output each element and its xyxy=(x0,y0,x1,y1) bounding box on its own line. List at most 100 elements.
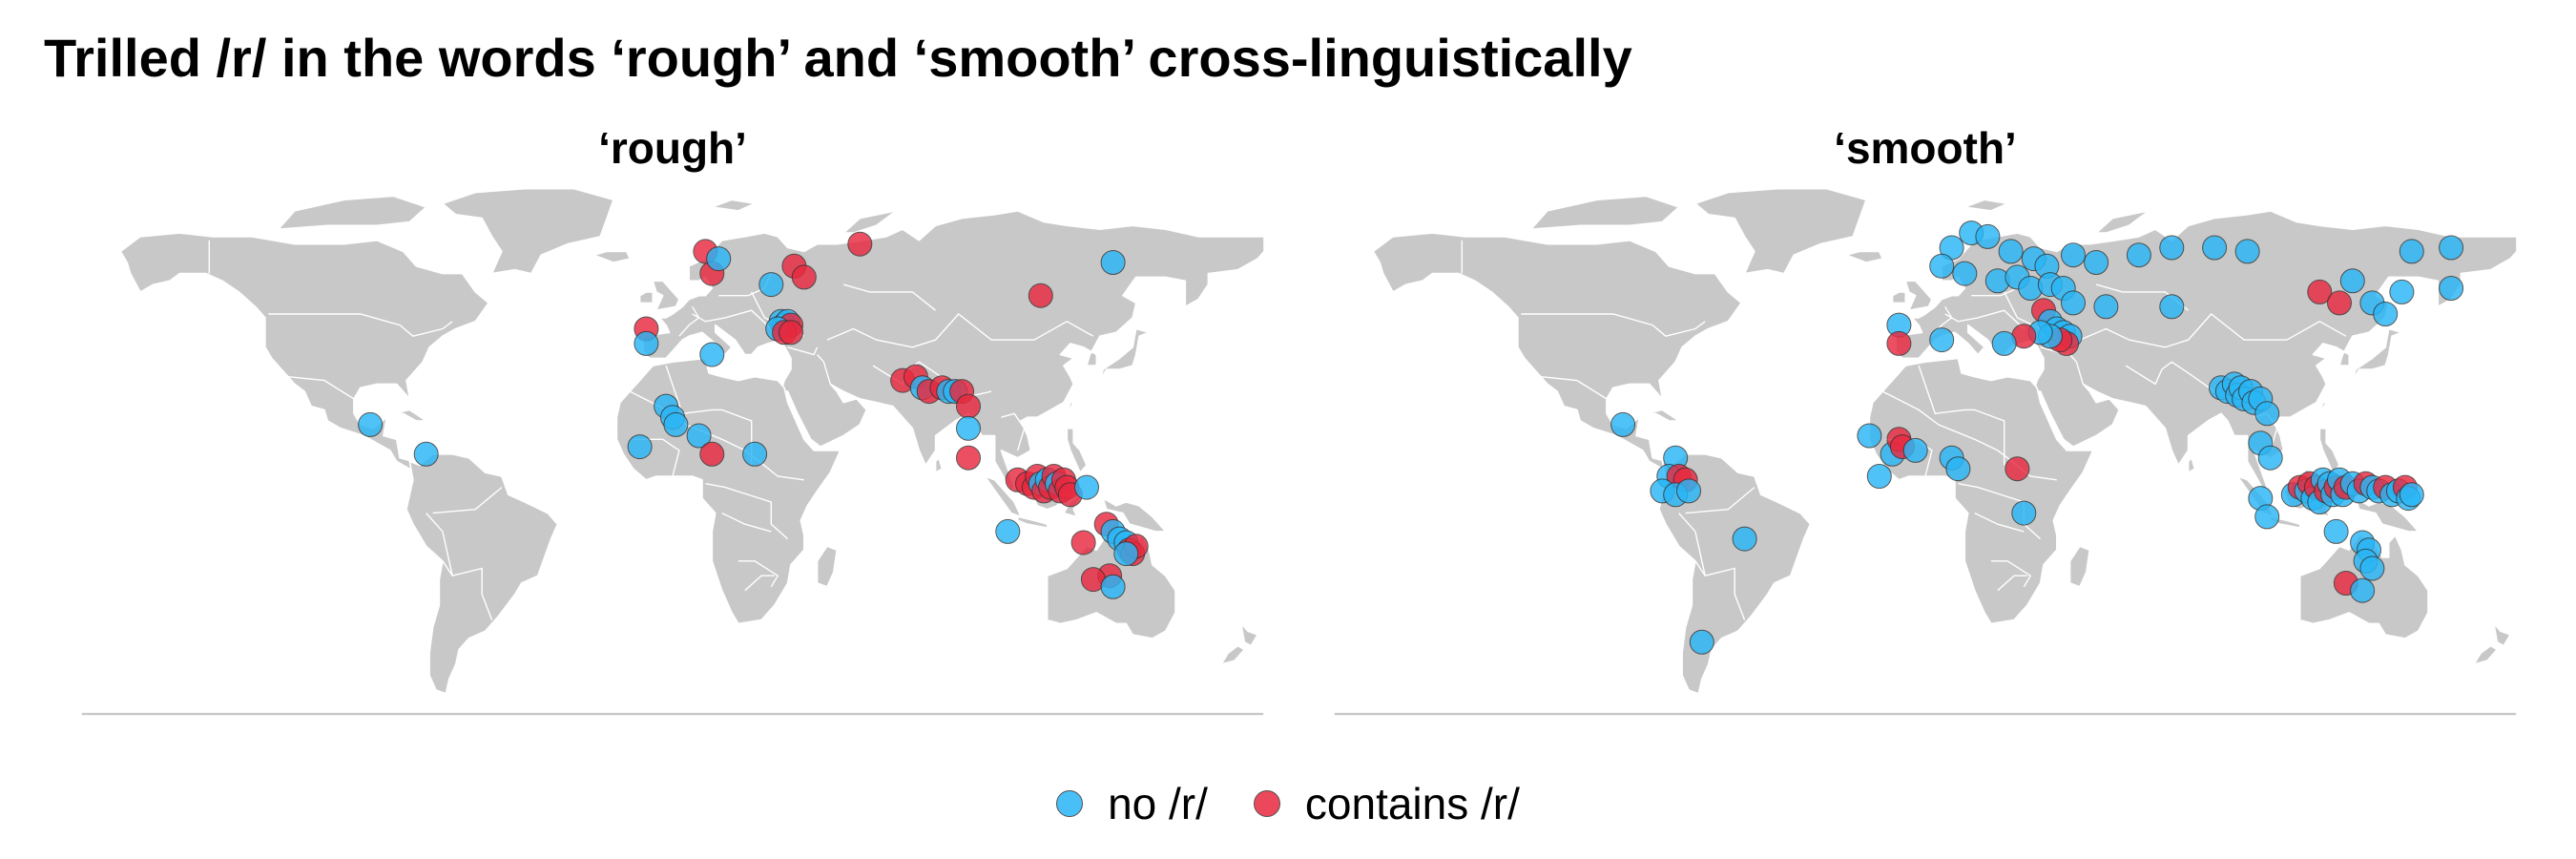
point-contains-r xyxy=(699,441,725,467)
point-no-r xyxy=(2359,555,2385,581)
point-no-r xyxy=(2373,302,2399,326)
point-no-r xyxy=(2159,294,2185,320)
point-no-r xyxy=(1991,330,2017,356)
point-contains-r xyxy=(1028,283,1053,308)
country-border xyxy=(426,513,453,576)
land-africa xyxy=(1868,357,2094,625)
point-contains-r xyxy=(847,231,873,257)
land-new-zealand-north xyxy=(1240,622,1258,647)
point-no-r xyxy=(1074,474,1099,500)
point-no-r xyxy=(2439,276,2464,301)
land-japan xyxy=(1099,327,1151,382)
legend-item-contains-r: contains /r/ xyxy=(1253,778,1520,829)
country-border xyxy=(1521,313,1706,337)
point-no-r xyxy=(706,246,732,272)
country-border xyxy=(1944,309,2025,330)
point-no-r xyxy=(686,423,712,449)
country-border xyxy=(2079,313,2347,348)
point-no-r xyxy=(2399,482,2424,508)
panel-title-rough: ‘rough’ xyxy=(598,123,747,173)
country-border xyxy=(1685,487,1755,514)
point-no-r xyxy=(699,342,725,367)
land-svalbard xyxy=(711,199,756,212)
legend-item-no-r: no /r/ xyxy=(1056,778,1208,829)
legend-label-no-r: no /r/ xyxy=(1108,779,1208,828)
point-contains-r xyxy=(2005,456,2030,482)
point-contains-r xyxy=(956,445,981,471)
point-no-r xyxy=(2126,242,2151,268)
point-no-r xyxy=(1610,411,1636,437)
point-no-r xyxy=(358,411,384,437)
point-no-r xyxy=(1676,478,1701,504)
point-contains-r xyxy=(791,264,817,290)
country-border xyxy=(1694,560,1746,620)
land-great-britain xyxy=(652,280,680,311)
point-no-r xyxy=(956,415,981,441)
land-iceland xyxy=(1845,250,1883,263)
point-no-r xyxy=(2093,294,2119,320)
point-no-r xyxy=(2254,504,2280,530)
land-novaya-zemlya xyxy=(842,210,897,234)
land-arctic-islands xyxy=(277,195,427,230)
land-greenland xyxy=(442,187,614,275)
panel-title-smooth: ‘smooth’ xyxy=(1834,123,2017,173)
legend: no /r/ contains /r/ xyxy=(0,778,2576,829)
land-ireland xyxy=(638,291,654,304)
chart-title: Trilled /r/ in the words ‘rough’ and ‘sm… xyxy=(44,28,1632,88)
point-no-r xyxy=(1857,423,1882,449)
point-no-r xyxy=(2399,239,2424,264)
language-points xyxy=(1610,220,2464,655)
land-taiwan xyxy=(2318,401,2327,415)
country-border xyxy=(678,305,700,337)
country-border xyxy=(787,346,819,356)
point-contains-r xyxy=(2327,290,2352,316)
country-border xyxy=(665,365,753,466)
land-sri-lanka xyxy=(934,456,944,473)
land-north-america xyxy=(119,232,489,470)
point-no-r xyxy=(2389,279,2415,304)
land-madagascar xyxy=(2068,545,2090,588)
point-no-r xyxy=(2061,290,2086,316)
land-sri-lanka xyxy=(2187,456,2196,473)
point-no-r xyxy=(1902,437,1928,463)
country-border xyxy=(826,313,1094,348)
landmasses xyxy=(81,187,1264,716)
country-border xyxy=(744,575,775,592)
land-greenland xyxy=(1694,187,1867,275)
point-no-r xyxy=(2202,235,2228,261)
point-contains-r xyxy=(1070,530,1096,555)
point-no-r xyxy=(1929,327,1955,353)
land-cuba xyxy=(392,409,427,422)
language-points xyxy=(358,231,1149,599)
legend-swatch-contains-r xyxy=(1253,790,1280,817)
point-no-r xyxy=(413,441,439,467)
land-philippines xyxy=(2318,428,2340,473)
country-border xyxy=(1974,512,2025,533)
point-no-r xyxy=(2254,401,2280,427)
land-new-zealand-north xyxy=(2493,622,2511,647)
point-contains-r xyxy=(956,393,981,419)
country-border xyxy=(1918,365,2005,466)
land-cuba xyxy=(1645,409,1680,422)
point-no-r xyxy=(2323,518,2349,544)
land-madagascar xyxy=(816,545,838,588)
point-no-r xyxy=(1975,223,2001,249)
country-border xyxy=(2069,354,2084,385)
country-border xyxy=(705,483,789,540)
country-border xyxy=(1001,412,1026,451)
land-arctic-islands xyxy=(1529,195,1680,230)
point-no-r xyxy=(1945,456,1971,482)
point-no-r xyxy=(1998,239,2024,264)
point-contains-r xyxy=(2307,279,2333,304)
legend-label-contains-r: contains /r/ xyxy=(1304,779,1520,828)
country-border xyxy=(1997,575,2027,592)
land-novaya-zemlya xyxy=(2095,210,2150,234)
country-border xyxy=(721,512,772,533)
point-no-r xyxy=(758,272,784,298)
point-no-r xyxy=(663,411,689,437)
country-border xyxy=(432,487,503,514)
land-java xyxy=(1016,515,1049,529)
point-no-r xyxy=(1689,629,1714,655)
point-contains-r xyxy=(1886,330,1912,356)
point-no-r xyxy=(1929,253,1955,279)
